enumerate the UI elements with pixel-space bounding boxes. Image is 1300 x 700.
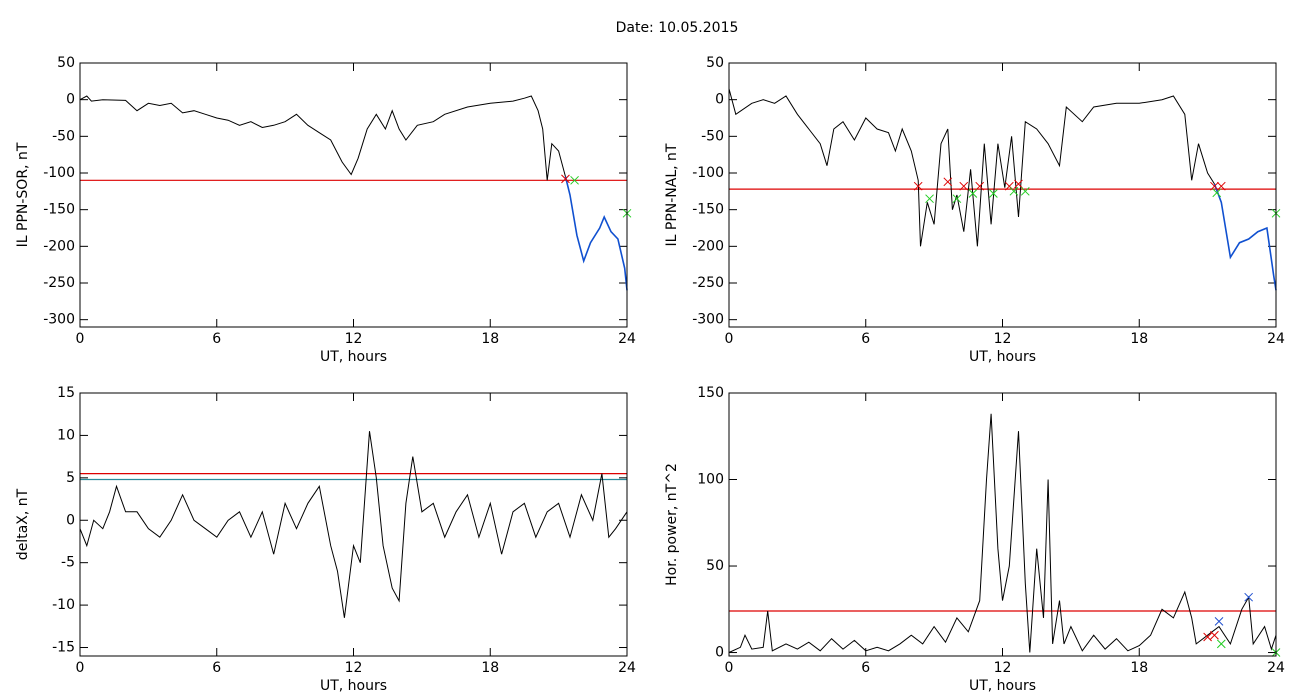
y-tick-label: -250 [692, 275, 724, 291]
plot-frame [79, 62, 628, 328]
y-tick-label: -100 [43, 165, 75, 181]
x-axis-label: UT, hours [969, 349, 1036, 365]
y-tick-label: -300 [43, 312, 75, 328]
plot-frame [728, 392, 1277, 657]
plot-frame [79, 392, 628, 657]
x-axis-label: UT, hours [320, 349, 387, 365]
y-tick-label: 15 [57, 385, 75, 401]
x-marker [925, 194, 934, 204]
data-line [728, 88, 1215, 247]
x-marker [1009, 186, 1019, 196]
y-tick-label: 150 [697, 385, 724, 401]
x-tick-label: 18 [481, 331, 499, 347]
data-line [79, 431, 628, 618]
y-tick-label: 100 [697, 472, 724, 488]
y-axis-label: deltaX, nT [15, 488, 31, 560]
y-tick-label: 0 [66, 92, 75, 108]
y-tick-label: -200 [692, 238, 724, 254]
x-axis-label: UT, hours [320, 678, 387, 694]
x-tick-label: 18 [1130, 331, 1148, 347]
data-line [564, 176, 628, 291]
data-line [79, 95, 566, 181]
x-tick-label: 6 [861, 660, 870, 676]
plot-frame [728, 62, 1277, 328]
x-marker [570, 175, 579, 185]
y-tick-label: -15 [52, 640, 75, 656]
x-tick-label: 0 [76, 660, 85, 676]
x-tick-label: 24 [618, 331, 636, 347]
y-tick-label: -300 [692, 312, 724, 328]
x-tick-label: 0 [725, 660, 734, 676]
x-tick-label: 24 [1267, 660, 1285, 676]
x-tick-label: 12 [994, 331, 1012, 347]
x-marker [989, 189, 998, 198]
x-marker [1216, 639, 1226, 649]
data-line [1213, 183, 1277, 291]
y-tick-label: -50 [52, 128, 75, 144]
y-tick-label: -10 [52, 597, 75, 613]
x-tick-label: 12 [994, 660, 1012, 676]
x-marker [1210, 181, 1219, 191]
data-line [728, 413, 1277, 653]
x-marker [968, 189, 978, 198]
x-marker [1014, 179, 1023, 189]
x-marker [1244, 592, 1254, 602]
x-marker [959, 181, 969, 191]
x-marker [1210, 630, 1219, 640]
y-axis-label: IL PPN-NAL, nT [664, 143, 680, 246]
y-tick-label: 10 [57, 427, 75, 443]
y-axis-label: Hor. power, nT^2 [664, 463, 680, 586]
x-tick-label: 0 [76, 331, 85, 347]
x-tick-label: 24 [618, 660, 636, 676]
x-tick-label: 18 [481, 660, 499, 676]
y-tick-label: 0 [66, 512, 75, 528]
x-marker [1214, 617, 1224, 626]
x-tick-label: 6 [212, 331, 221, 347]
y-tick-label: 50 [706, 55, 724, 71]
x-tick-label: 24 [1267, 331, 1285, 347]
x-marker [1212, 188, 1222, 198]
y-tick-label: -50 [701, 128, 724, 144]
x-tick-label: 6 [212, 660, 221, 676]
y-tick-label: 50 [706, 558, 724, 574]
y-tick-label: -150 [692, 202, 724, 218]
y-tick-label: 5 [66, 470, 75, 486]
x-marker [943, 177, 953, 187]
y-tick-label: -100 [692, 165, 724, 181]
y-tick-label: -200 [43, 238, 75, 254]
y-tick-label: -250 [43, 275, 75, 291]
x-tick-label: 6 [861, 331, 870, 347]
x-marker [561, 174, 570, 184]
x-tick-label: 12 [345, 331, 363, 347]
y-axis-label: IL PPN-SOR, nT [15, 142, 31, 247]
x-tick-label: 18 [1130, 660, 1148, 676]
y-tick-label: 0 [715, 645, 724, 661]
y-tick-label: -150 [43, 202, 75, 218]
x-marker [1020, 186, 1030, 196]
y-tick-label: 0 [715, 92, 724, 108]
x-axis-label: UT, hours [969, 678, 1036, 694]
x-marker [913, 181, 923, 191]
figure-title: Date: 10.05.2015 [616, 20, 739, 36]
x-marker [952, 194, 962, 204]
x-marker [975, 181, 985, 191]
x-tick-label: 12 [345, 660, 363, 676]
x-marker [1203, 632, 1212, 642]
x-tick-label: 0 [725, 331, 734, 347]
x-marker [1216, 181, 1226, 191]
y-tick-label: -5 [61, 555, 75, 571]
y-tick-label: 50 [57, 55, 75, 71]
